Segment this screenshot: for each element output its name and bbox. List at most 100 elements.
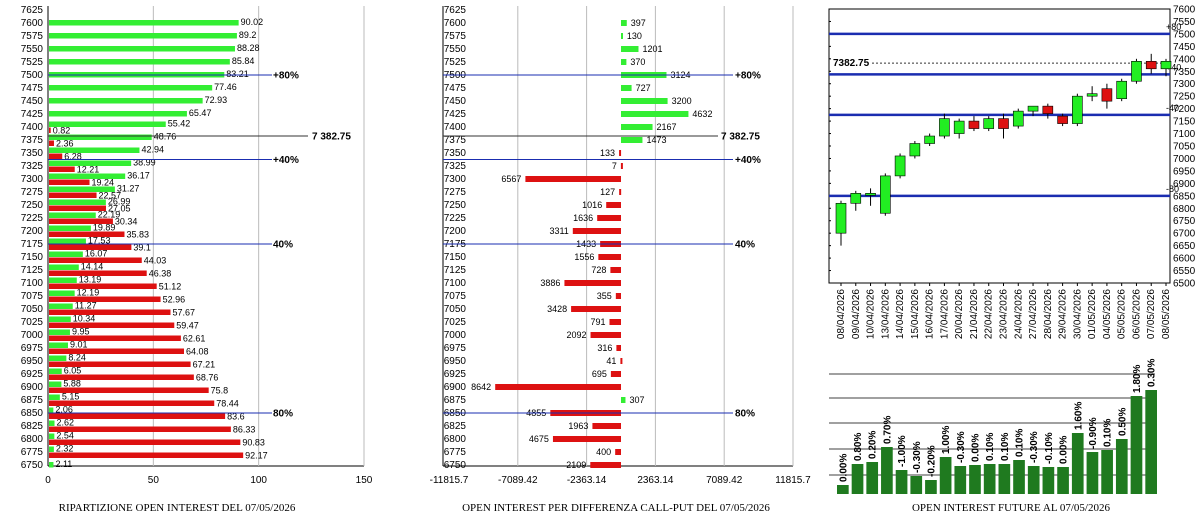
strike-label: 7275	[21, 187, 44, 198]
put-bar	[49, 153, 63, 159]
call-bar	[49, 264, 79, 270]
reference-label: 80%	[273, 409, 293, 420]
date-label: 17/04/2026	[939, 289, 950, 339]
strike-label: 6950	[444, 356, 467, 367]
level-label: -40	[1166, 103, 1179, 113]
oi-change-label: 0.00%	[970, 434, 981, 462]
call-bar	[49, 462, 54, 468]
strike-label: 7175	[21, 239, 44, 250]
strike-label: 7475	[444, 83, 467, 94]
put-value-label: 44.03	[144, 256, 167, 266]
call-value-label: 9.01	[70, 340, 88, 350]
reference-label: +40%	[273, 155, 299, 166]
put-value-label: 46.38	[149, 269, 172, 279]
strike-label: 7525	[444, 57, 467, 68]
diff-value-label: 127	[600, 187, 615, 197]
diff-value-label: 400	[596, 447, 611, 457]
strike-label: 7600	[21, 18, 44, 29]
positive-diff-bar	[621, 397, 626, 403]
y-tick-label: 6850	[1173, 191, 1196, 202]
oi-change-label: 0.10%	[1015, 429, 1026, 457]
strike-label: 7375	[444, 135, 467, 146]
put-bar	[49, 309, 171, 315]
chart-title-future-oi: OPEN INTEREST FUTURE AL 07/05/2026	[912, 502, 1111, 514]
strike-label: 6900	[21, 382, 44, 393]
oi-change-bar	[954, 466, 967, 494]
level-label: +80	[1166, 22, 1181, 32]
oi-change-bar	[851, 464, 864, 494]
strike-label: 6750	[21, 460, 44, 471]
date-label: 09/04/2026	[851, 289, 862, 339]
diff-value-label: 1636	[573, 213, 593, 223]
negative-diff-bar	[590, 332, 621, 338]
date-label: 22/04/2026	[984, 289, 995, 339]
call-bar	[49, 446, 54, 452]
put-bar	[49, 413, 226, 419]
candle-body	[968, 120, 980, 129]
candle-body	[865, 193, 876, 196]
negative-diff-bar	[609, 319, 621, 325]
oi-change-label: -0.30%	[956, 431, 967, 463]
put-bar	[49, 270, 147, 276]
call-value-label: 2.06	[55, 405, 73, 415]
y-tick-label: 7550	[1173, 17, 1196, 28]
oi-change-bar	[1115, 439, 1128, 494]
call-bar	[49, 59, 230, 65]
call-bar	[49, 355, 67, 361]
call-bar	[49, 121, 166, 127]
oi-change-bar	[1086, 452, 1099, 494]
put-bar	[49, 127, 51, 133]
strike-label: 7525	[21, 57, 44, 68]
date-label: 16/04/2026	[925, 289, 936, 339]
strike-label: 7000	[21, 330, 44, 341]
diff-value-label: 1201	[642, 44, 662, 54]
reference-label: 7 382.75	[721, 131, 760, 142]
strike-label: 6850	[21, 408, 44, 419]
put-bar	[49, 257, 142, 263]
call-value-label: 26.99	[108, 197, 131, 207]
strike-label: 7250	[444, 200, 467, 211]
x-tick-label: -7089.42	[498, 475, 538, 486]
strike-label: 7075	[444, 291, 467, 302]
strike-label: 7200	[21, 226, 44, 237]
put-value-label: 83.6	[227, 412, 245, 422]
oi-change-bar	[866, 462, 879, 494]
call-value-label: 6.05	[64, 366, 82, 376]
call-value-label: 17.53	[88, 236, 111, 246]
put-bar	[49, 179, 90, 185]
date-label: 07/05/2026	[1146, 289, 1157, 339]
future-open-interest-bars: 0.00%0.80% 0.20%0.70%-1.00% -0.30% -0.20%1.…	[829, 359, 1158, 494]
date-label: 08/04/2026	[836, 289, 847, 339]
oi-change-label: 0.10%	[985, 433, 996, 461]
diff-value-label: 130	[627, 31, 642, 41]
candle-body	[1160, 61, 1172, 70]
positive-diff-bar	[621, 111, 689, 117]
x-tick-label: 0	[45, 475, 51, 486]
oi-change-label: 0.00%	[838, 454, 849, 482]
put-bar	[49, 439, 241, 445]
call-value-label: 13.19	[79, 275, 102, 285]
negative-diff-bar	[564, 280, 621, 286]
strike-label: 7075	[21, 291, 44, 302]
candle-body	[909, 143, 921, 157]
put-bar	[49, 426, 231, 432]
put-bar	[49, 348, 184, 354]
reference-label: +40%	[735, 155, 761, 166]
oi-change-bar	[998, 464, 1011, 494]
diff-value-label: 307	[629, 395, 644, 405]
candle-body	[1145, 61, 1157, 70]
oi-change-bar	[983, 464, 996, 494]
call-value-label: 36.17	[127, 171, 150, 181]
call-value-label: 2.54	[56, 431, 74, 441]
date-label: 04/05/2026	[1102, 289, 1113, 339]
positive-diff-bar	[621, 33, 623, 39]
put-value-label: 22.57	[99, 191, 122, 201]
oi-change-label: 0.30%	[1147, 359, 1158, 387]
date-label: 30/04/2026	[1072, 289, 1083, 339]
level-label: -80	[1166, 184, 1179, 194]
call-bar	[49, 111, 187, 117]
call-bar	[49, 407, 54, 413]
call-value-label: 8.24	[68, 353, 86, 363]
negative-diff-bar	[597, 215, 621, 221]
